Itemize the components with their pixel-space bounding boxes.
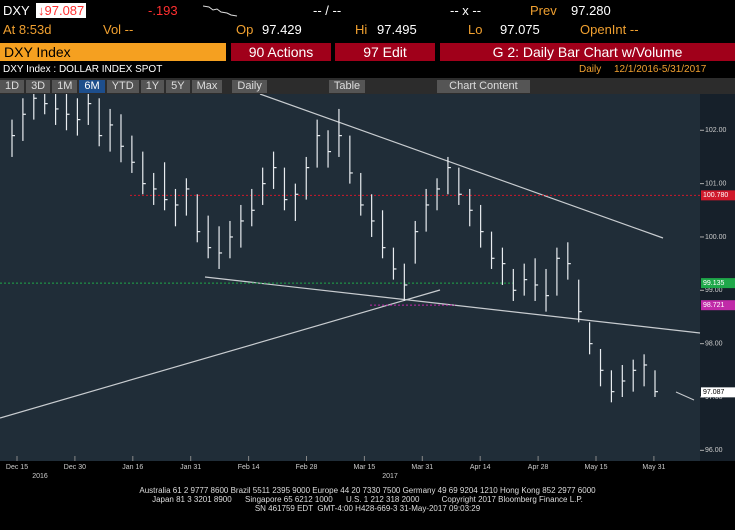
y-tick-label: 102.00: [705, 127, 727, 134]
table-button[interactable]: Table: [328, 79, 366, 93]
price-label-bg: [701, 278, 735, 289]
year-label: 2016: [32, 473, 48, 480]
x-tick-label: Jan 16: [122, 464, 143, 471]
chart-name: G 2: Daily Bar Chart w/Volume: [440, 43, 735, 61]
bid-ask: -- x --: [450, 3, 482, 18]
period-button[interactable]: YTD: [106, 79, 139, 93]
prev-label: Prev: [530, 3, 557, 18]
x-tick-label: Feb 28: [296, 464, 318, 471]
axis-bg: [700, 94, 735, 461]
toolbar: 1D 3D 1M 6M YTD 1Y 5Y Max Daily Table Chart Conten…: [0, 78, 735, 94]
low: 97.075: [500, 22, 540, 37]
trendline: [204, 276, 701, 334]
x-tick-label: Jan 31: [180, 464, 201, 471]
x-tick-label: Mar 15: [354, 464, 376, 471]
open-label: Op: [236, 22, 254, 37]
footer-line: Japan 81 3 3201 8900 Singapore 65 6212 1…: [152, 495, 583, 504]
frequency-select[interactable]: Daily: [232, 79, 267, 93]
high-label: Hi: [355, 22, 368, 37]
bars: [11, 94, 658, 403]
ticker: DXY: [3, 3, 30, 18]
chart-title: DXY Index : DOLLAR INDEX SPOT: [3, 64, 163, 75]
trendline: [0, 289, 441, 419]
content-button[interactable]: Chart Content: [437, 79, 530, 93]
period-button[interactable]: 3D: [26, 79, 51, 93]
frequency: Daily: [579, 64, 602, 75]
low-label: Lo: [468, 22, 483, 37]
x-tick-label: Mar 31: [411, 464, 433, 471]
price-label-bg: [701, 387, 735, 398]
x-tick-label: Apr 28: [528, 464, 549, 471]
y-tick-label: 100.00: [705, 234, 727, 241]
high: 97.495: [377, 22, 417, 37]
x-tick-label: May 31: [642, 464, 665, 471]
security-box[interactable]: DXY Index: [0, 43, 226, 61]
x-tick-label: Apr 14: [470, 464, 491, 471]
price-label: 98.721: [703, 302, 725, 309]
range-dash: -- / --: [313, 3, 342, 18]
open-interest: OpenInt --: [580, 22, 639, 37]
footer-line: Australia 61 2 9777 8600 Brazil 5511 239…: [139, 486, 596, 495]
price-label: 100.780: [703, 192, 728, 199]
volume: Vol --: [103, 22, 134, 37]
x-tick-label: Dec 15: [6, 464, 28, 471]
price-label-bg: [701, 300, 735, 311]
sparkline-icon: [203, 5, 238, 17]
period-button[interactable]: 1D: [0, 79, 25, 93]
footer: Australia 61 2 9777 8600 Brazil 5511 239…: [0, 486, 735, 513]
change: -.193: [148, 3, 178, 18]
period-button[interactable]: 6M: [79, 79, 105, 93]
date-range: 12/1/2016-5/31/2017: [614, 64, 707, 75]
open: 97.429: [262, 22, 302, 37]
x-tick-label: Feb 14: [238, 464, 260, 471]
arrow: [675, 391, 695, 401]
last-price: ↓97.087: [36, 3, 87, 18]
period-button[interactable]: Max: [191, 79, 223, 93]
footer-line: SN 461759 EDT GMT-4:00 H428-669-3 31-May…: [254, 504, 481, 513]
period-button[interactable]: 1M: [52, 79, 78, 93]
y-tick-label: 99.00: [705, 287, 723, 294]
period-button[interactable]: 5Y: [166, 79, 190, 93]
actions-button[interactable]: 90 Actions: [231, 43, 331, 61]
y-tick-label: 96.00: [705, 447, 723, 454]
y-tick-label: 101.00: [705, 180, 727, 187]
time: At 8:53d: [3, 22, 52, 37]
edit-button[interactable]: 97 Edit: [335, 43, 435, 61]
price-label: 99.135: [703, 280, 725, 287]
trendline: [259, 94, 664, 239]
chart: 96.0097.0098.0099.00100.00101.00102.0010…: [0, 94, 735, 480]
year-label: 2017: [382, 473, 398, 480]
x-tick-label: Dec 30: [64, 464, 86, 471]
period-button[interactable]: 1Y: [140, 79, 165, 93]
price-label: 97.087: [703, 389, 725, 396]
prev: 97.280: [571, 3, 611, 18]
x-tick-label: May 15: [585, 464, 608, 471]
y-tick-label: 98.00: [705, 340, 723, 347]
price-label-bg: [701, 190, 735, 201]
